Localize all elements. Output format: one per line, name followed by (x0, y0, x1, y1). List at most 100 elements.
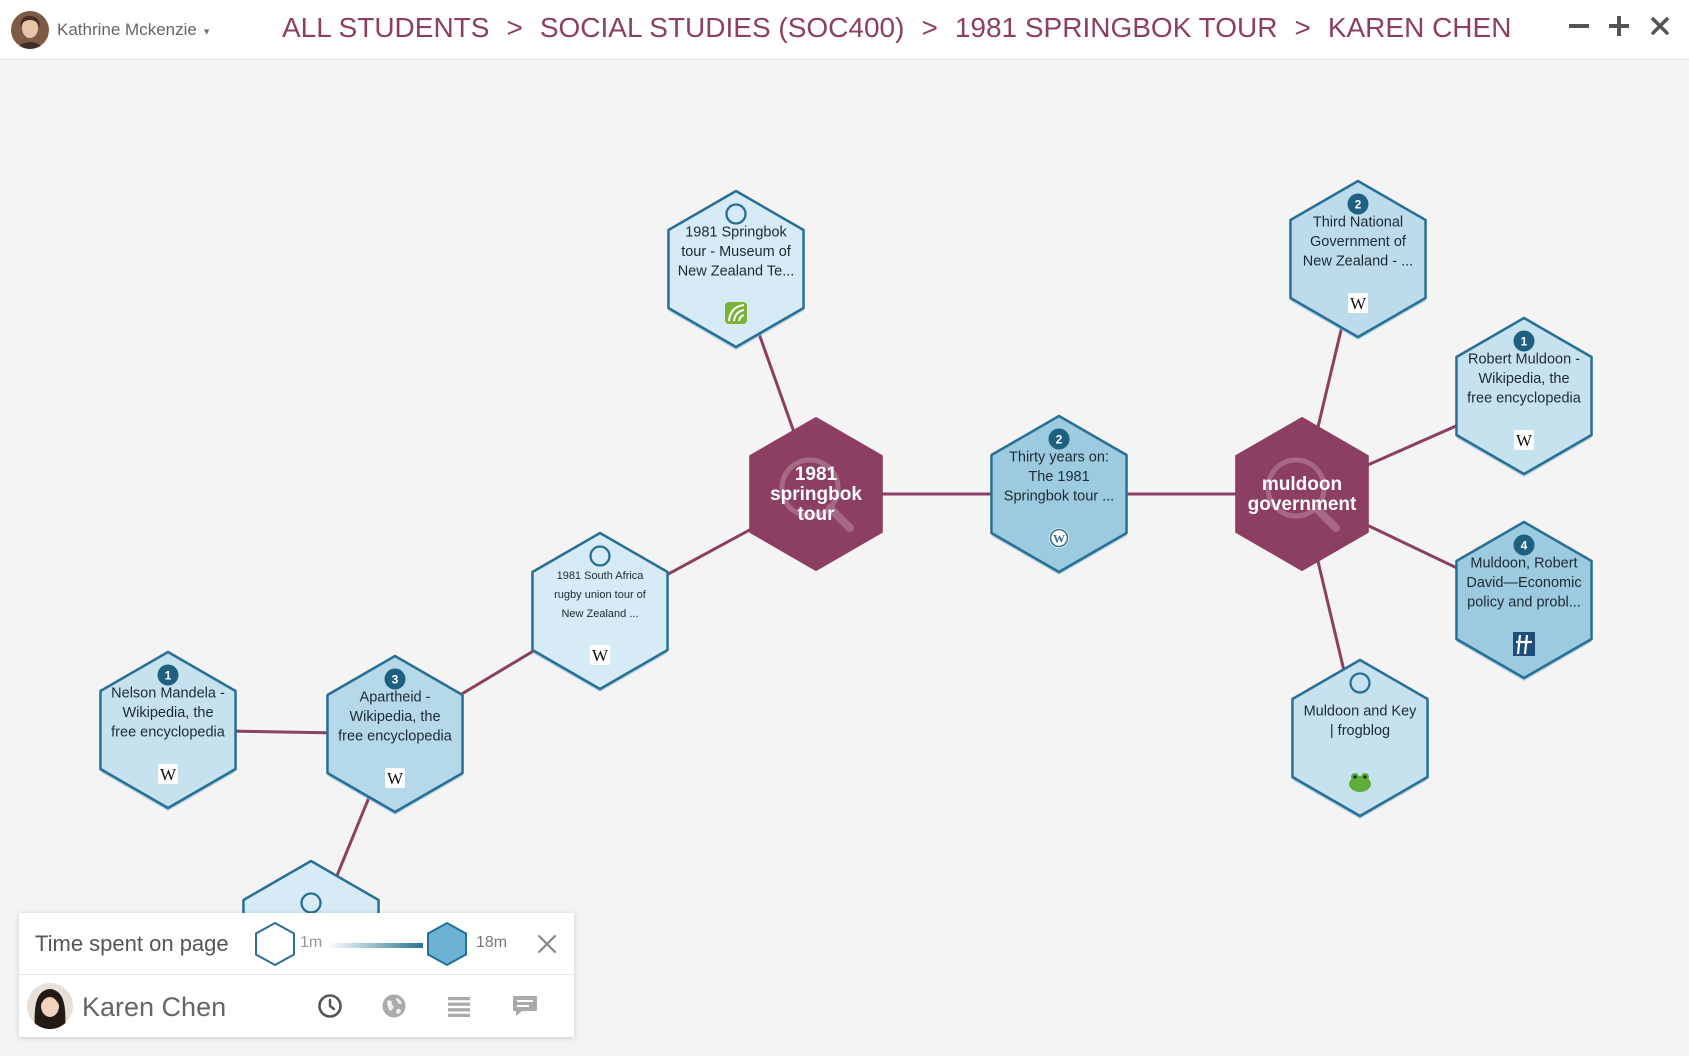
visit-count: 1 (1521, 335, 1528, 349)
page-title-line: New Zealand ... (561, 608, 638, 620)
search-icon (1265, 457, 1340, 532)
browsing-graph[interactable]: 1981 Springbok tour - Museum of New Zealan… (0, 60, 1689, 1056)
breadcrumb-separator: > (1294, 12, 1311, 43)
page-node[interactable]: 1 Robert Muldoon - Wikipedia, the free ency… (1455, 316, 1593, 477)
plus-icon (1609, 16, 1629, 36)
topic-title-line: springbok (770, 484, 862, 505)
svg-text:W: W (1350, 294, 1367, 313)
topic-title-line: 1981 (795, 464, 838, 485)
legend-max-label: 18m (476, 934, 508, 951)
page-node[interactable]: 1 Nelson Mandela - Wikipedia, the free ency… (99, 650, 237, 811)
svg-text:W: W (160, 765, 177, 784)
comments-button[interactable] (511, 993, 539, 1024)
clock-icon (318, 994, 342, 1018)
page-node[interactable]: 1981 South Africa rugby union tour of New … (531, 531, 669, 692)
page-title-line: Third National (1313, 215, 1403, 231)
visit-count-badge (157, 664, 179, 686)
page-title-line: free encyclopedia (1467, 391, 1582, 407)
close-icon (1651, 17, 1669, 35)
page-node[interactable]: 2 Third National Government of New Zealand … (1289, 179, 1427, 340)
unvisited-marker (589, 545, 611, 567)
teara-icon (1513, 632, 1535, 656)
page-node[interactable]: 3 Apartheid - Wikipedia, the free encyclope… (326, 654, 464, 815)
page-title-line: free encyclopedia (338, 729, 453, 745)
breadcrumb-all-students[interactable]: ALL STUDENTS (282, 12, 490, 43)
wikipedia-icon: W (158, 764, 178, 784)
top-bar: Kathrine Mckenzie ▾ ALL STUDENTS > SOCIA… (0, 0, 1689, 60)
wikipedia-icon: W (1514, 430, 1534, 450)
breadcrumb: ALL STUDENTS > SOCIAL STUDIES (SOC400) >… (282, 12, 1511, 44)
visit-count-badge (1347, 193, 1369, 215)
page-title-line: Muldoon, Robert (1470, 556, 1577, 572)
close-icon (537, 934, 557, 954)
list-icon (448, 997, 470, 1017)
wikipedia-icon: W (1348, 293, 1368, 313)
legend-min-hex (255, 921, 295, 967)
page-title-line: Wikipedia, the (349, 709, 440, 725)
page-title-line: policy and probl... (1467, 595, 1581, 611)
close-button[interactable] (1650, 16, 1670, 36)
breadcrumb-separator: > (921, 12, 938, 43)
svg-text:W: W (592, 646, 609, 665)
zoom-in-button[interactable] (1609, 16, 1629, 36)
search-icon (779, 457, 854, 532)
page-title-line: Muldoon and Key (1304, 703, 1418, 719)
topic-title-line: tour (798, 504, 836, 525)
unvisited-marker (1349, 672, 1371, 694)
legend-gradient (328, 943, 423, 948)
user-menu[interactable]: Kathrine Mckenzie ▾ (11, 11, 209, 49)
minus-icon (1569, 24, 1589, 28)
wikipedia-icon: W (385, 768, 405, 788)
web-view-button[interactable] (381, 993, 407, 1024)
visit-count: 1 (165, 669, 172, 683)
legend-min-label: 1m (300, 934, 323, 951)
svg-text:W: W (387, 769, 404, 788)
topic-title-line: muldoon (1262, 474, 1342, 495)
globe-icon (382, 994, 406, 1018)
zoom-out-button[interactable] (1569, 16, 1589, 36)
page-title-line: Apartheid - (360, 690, 431, 706)
visit-count-badge (384, 668, 406, 690)
legend-close-button[interactable] (536, 933, 558, 960)
page-title-line: | frogblog (1330, 723, 1390, 739)
legend-title: Time spent on page (35, 931, 229, 956)
page-node[interactable]: 4 Muldoon, Robert David—Economic policy and… (1455, 520, 1593, 681)
student-bar: Karen Chen (19, 975, 574, 1037)
page-title-line: The 1981 (1028, 469, 1089, 485)
comment-icon (513, 996, 537, 1016)
page-node[interactable]: 1981 Springbok tour - Museum of New Zealan… (667, 189, 805, 350)
student-panel: Time spent on page 1m 18m Karen Chen (19, 913, 574, 1037)
student-avatar (27, 983, 73, 1029)
page-title-line: Springbok tour ... (1004, 489, 1114, 505)
breadcrumb-topic[interactable]: 1981 SPRINGBOK TOUR (954, 12, 1278, 43)
breadcrumb-course[interactable]: SOCIAL STUDIES (SOC400) (539, 12, 905, 43)
unvisited-marker (725, 203, 747, 225)
visit-count: 4 (1521, 539, 1528, 553)
page-node[interactable]: 2 Thirty years on: The 1981 Springbok tour … (990, 414, 1128, 575)
unvisited-marker (300, 892, 322, 914)
page-title-line: Nelson Mandela - (111, 686, 225, 702)
user-avatar (11, 11, 49, 49)
page-title-line: rugby union tour of (554, 589, 647, 601)
page-title-line: Thirty years on: (1009, 450, 1109, 466)
page-title-line: New Zealand Te... (678, 264, 795, 280)
page-title-line: tour - Museum of (681, 244, 792, 260)
page-title-line: David—Economic (1466, 575, 1581, 591)
time-legend: Time spent on page 1m 18m (19, 913, 574, 975)
wikipedia-icon: W (590, 645, 610, 665)
timeline-view-button[interactable] (317, 993, 343, 1024)
page-node[interactable]: Muldoon and Key | frogblog (1291, 658, 1429, 819)
chevron-down-icon: ▾ (203, 25, 210, 38)
visit-count: 3 (392, 673, 399, 687)
frog-icon (1349, 773, 1371, 792)
list-view-button[interactable] (446, 993, 472, 1024)
legend-max-hex (427, 921, 467, 967)
page-title-line: Robert Muldoon - (1468, 352, 1580, 368)
breadcrumb-student[interactable]: KAREN CHEN (1327, 12, 1512, 43)
topic-title-line: government (1248, 494, 1357, 515)
page-title-line: Wikipedia, the (122, 705, 213, 721)
wordpress-icon: W (1049, 528, 1069, 548)
user-name: Kathrine Mckenzie (57, 20, 197, 39)
